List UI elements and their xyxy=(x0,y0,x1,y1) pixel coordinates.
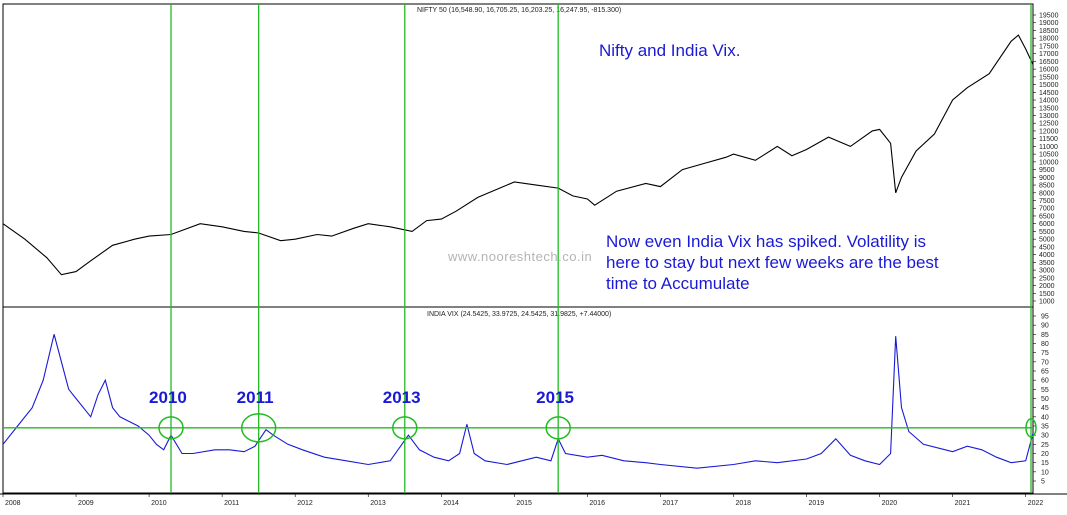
vix-ytick-label: 15 xyxy=(1041,460,1049,467)
marker-circle-latest xyxy=(1025,418,1037,438)
nifty-series-line xyxy=(2,34,1034,276)
watermark-text: www.nooreshtech.co.in xyxy=(447,249,592,264)
nifty-ytick-label: 17500 xyxy=(1039,43,1059,50)
vix-ytick-label: 55 xyxy=(1041,387,1049,394)
marker-year-label: 2010 xyxy=(149,388,187,407)
vix-ytick-label: 20 xyxy=(1041,451,1049,458)
xtick-label: 2019 xyxy=(809,500,825,507)
vix-ytick-label: 95 xyxy=(1041,314,1049,321)
xtick-label: 2009 xyxy=(78,500,94,507)
nifty-ytick-label: 15500 xyxy=(1039,74,1059,81)
nifty-ytick-label: 8000 xyxy=(1039,190,1055,197)
nifty-ytick-label: 19500 xyxy=(1039,13,1059,20)
nifty-ytick-label: 14500 xyxy=(1039,90,1059,97)
marker-circle xyxy=(158,416,184,440)
nifty-ytick-label: 16500 xyxy=(1039,59,1059,66)
vix-ytick-label: 60 xyxy=(1041,378,1049,385)
nifty-ytick-label: 18000 xyxy=(1039,36,1059,43)
vix-ytick-label: 30 xyxy=(1041,433,1049,440)
nifty-header: NIFTY 50 (16,548.90, 16,705.25, 16,203.2… xyxy=(417,7,621,14)
nifty-ytick-label: 13500 xyxy=(1039,105,1059,112)
nifty-ytick-label: 19000 xyxy=(1039,20,1059,27)
vix-ytick-label: 90 xyxy=(1041,323,1049,330)
nifty-ytick-label: 2000 xyxy=(1039,283,1055,290)
vix-ytick-label: 40 xyxy=(1041,414,1049,421)
xtick-label: 2021 xyxy=(955,500,971,507)
vix-ytick-label: 10 xyxy=(1041,469,1049,476)
nifty-ytick-label: 4000 xyxy=(1039,252,1055,259)
xtick-label: 2011 xyxy=(224,500,239,507)
nifty-ytick-label: 1000 xyxy=(1039,299,1055,306)
chart-title: Nifty and India Vix. xyxy=(599,41,740,60)
vix-ytick-label: 45 xyxy=(1041,405,1049,412)
nifty-ytick-label: 13000 xyxy=(1039,113,1059,120)
nifty-ytick-label: 8500 xyxy=(1039,183,1055,190)
marker-circle xyxy=(240,413,277,443)
annotation-line: Now even India Vix has spiked. Volatilit… xyxy=(606,232,926,251)
nifty-ytick-label: 4500 xyxy=(1039,244,1055,251)
annotation-line: time to Accumulate xyxy=(606,274,750,293)
xtick-label: 2013 xyxy=(370,500,386,507)
nifty-ytick-label: 18500 xyxy=(1039,28,1059,35)
nifty-ytick-label: 10500 xyxy=(1039,152,1059,159)
xtick-label: 2016 xyxy=(589,500,605,507)
nifty-ytick-label: 5500 xyxy=(1039,229,1055,236)
vix-ytick-label: 70 xyxy=(1041,359,1049,366)
marker-circle xyxy=(545,416,571,440)
nifty-ytick-label: 2500 xyxy=(1039,275,1055,282)
nifty-ytick-label: 12000 xyxy=(1039,128,1059,135)
nifty-ytick-label: 11000 xyxy=(1039,144,1058,151)
nifty-ytick-label: 15000 xyxy=(1039,82,1059,89)
nifty-ytick-label: 7000 xyxy=(1039,206,1055,213)
xtick-label: 2014 xyxy=(443,500,459,507)
marker-year-label: 2015 xyxy=(536,388,574,407)
xtick-label: 2008 xyxy=(5,500,21,507)
vix-header: INDIA VIX (24.5425, 33.9725, 24.5425, 31… xyxy=(427,311,611,318)
nifty-ytick-label: 3500 xyxy=(1039,260,1055,267)
nifty-ytick-label: 11500 xyxy=(1039,136,1058,143)
annotation-line: here to stay but next few weeks are the … xyxy=(606,253,939,272)
vix-panel-frame xyxy=(2,306,1034,494)
xtick-label: 2010 xyxy=(151,500,167,507)
xtick-label: 2017 xyxy=(662,500,678,507)
nifty-ytick-label: 10000 xyxy=(1039,159,1059,166)
vix-ytick-label: 35 xyxy=(1041,424,1049,431)
vix-ytick-label: 65 xyxy=(1041,369,1049,376)
nifty-ytick-label: 5000 xyxy=(1039,237,1055,244)
marker-year-label: 2013 xyxy=(383,388,421,407)
nifty-ytick-label: 7500 xyxy=(1039,198,1055,205)
nifty-ytick-label: 17000 xyxy=(1039,51,1059,58)
xtick-label: 2015 xyxy=(516,500,532,507)
nifty-ytick-label: 1500 xyxy=(1039,291,1055,298)
xtick-label: 2012 xyxy=(297,500,313,507)
nifty-ytick-label: 9500 xyxy=(1039,167,1055,174)
nifty-ytick-label: 3000 xyxy=(1039,268,1055,275)
marker-circle xyxy=(392,416,418,440)
vix-ytick-label: 80 xyxy=(1041,341,1049,348)
marker-year-label: 2011 xyxy=(237,388,274,407)
vix-ytick-label: 5 xyxy=(1041,479,1045,486)
vix-ytick-label: 75 xyxy=(1041,350,1049,357)
nifty-ytick-label: 6000 xyxy=(1039,221,1055,228)
nifty-ytick-label: 6500 xyxy=(1039,213,1055,220)
xtick-label: 2022 xyxy=(1028,500,1044,507)
vix-ytick-label: 25 xyxy=(1041,442,1049,449)
nifty-ytick-label: 16000 xyxy=(1039,67,1059,74)
nifty-ytick-label: 9000 xyxy=(1039,175,1055,182)
xtick-label: 2020 xyxy=(882,500,898,507)
vix-ytick-label: 50 xyxy=(1041,396,1049,403)
vix-series-line xyxy=(2,334,1034,469)
nifty-ytick-label: 12500 xyxy=(1039,121,1059,128)
xtick-label: 2018 xyxy=(735,500,751,507)
nifty-ytick-label: 14000 xyxy=(1039,98,1059,105)
vix-ytick-label: 85 xyxy=(1041,332,1049,339)
